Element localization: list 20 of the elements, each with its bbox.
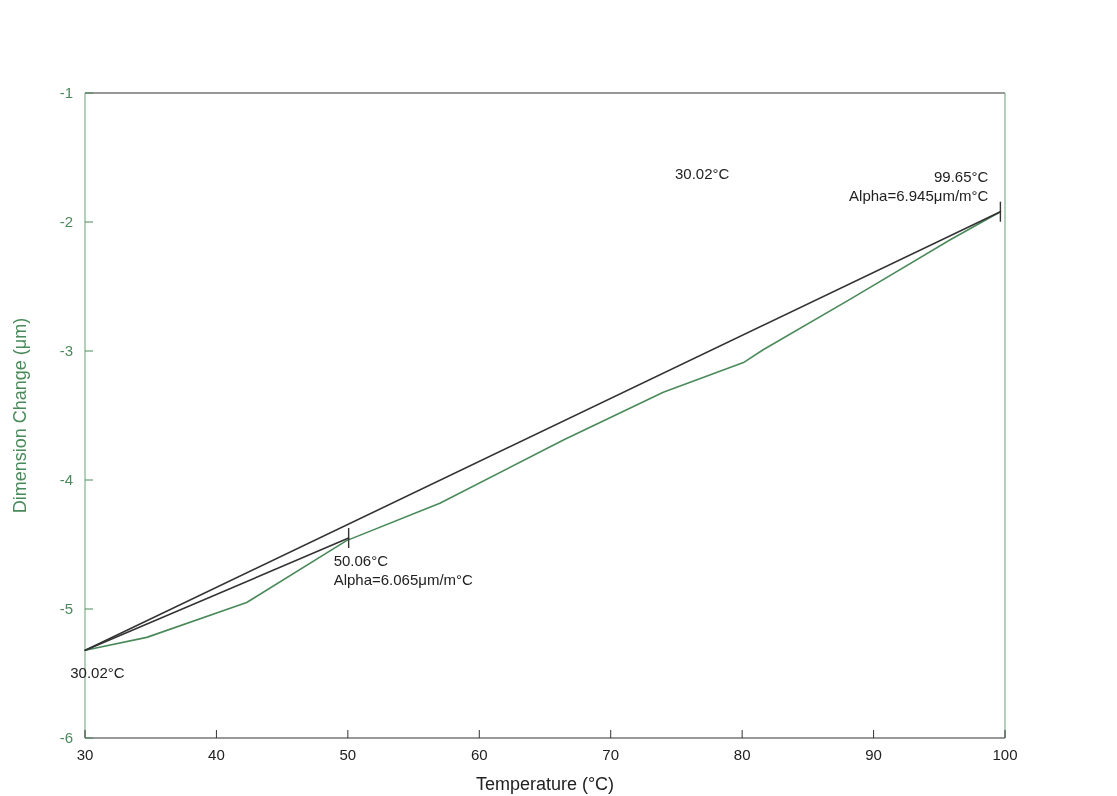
x-tick-label: 100	[992, 746, 1018, 763]
x-tick-label: 90	[865, 746, 882, 763]
x-tick-label: 70	[602, 746, 620, 763]
annotation: 30.02°C	[70, 664, 125, 682]
annotation: 99.65°C Alpha=6.945μm/m°C	[849, 167, 989, 204]
x-tick-label: 80	[733, 746, 751, 763]
y-tick-label: -6	[59, 729, 73, 746]
x-tick-label: 30	[76, 746, 94, 763]
y-axis-title: Dimension Change (μm)	[10, 317, 30, 514]
annotation: 50.06°C Alpha=6.065μm/m°C	[333, 552, 474, 589]
x-tick-label: 60	[470, 746, 488, 763]
y-tick-label: -4	[59, 471, 73, 488]
x-axis-title: Temperature (°C)	[475, 774, 615, 794]
y-tick-label: -2	[59, 213, 73, 230]
y-tick-label: -1	[59, 84, 73, 101]
annotation: 30.02°C	[675, 165, 730, 182]
y-tick-label: -3	[59, 342, 73, 359]
y-tick-label: -5	[59, 600, 73, 617]
x-tick-label: 40	[208, 746, 225, 763]
x-tick-label: 50	[339, 746, 357, 763]
